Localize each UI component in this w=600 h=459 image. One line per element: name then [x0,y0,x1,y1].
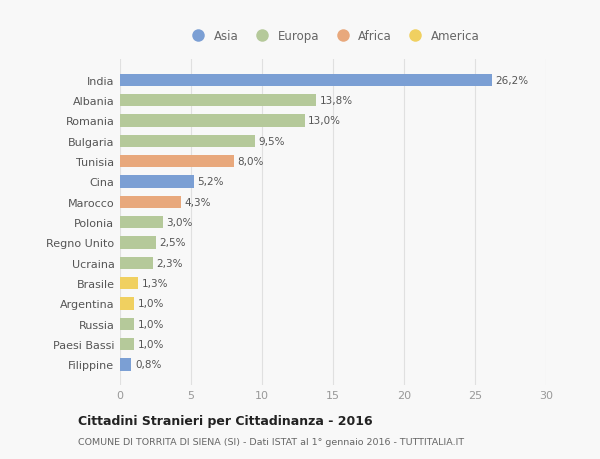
Text: 1,3%: 1,3% [142,279,169,288]
Text: 4,3%: 4,3% [185,197,211,207]
Bar [120,358,131,371]
Bar [120,115,305,127]
Bar [120,318,134,330]
Bar [120,196,181,208]
Bar [120,95,316,107]
Bar [120,257,152,269]
Text: COMUNE DI TORRITA DI SIENA (SI) - Dati ISTAT al 1° gennaio 2016 - TUTTITALIA.IT: COMUNE DI TORRITA DI SIENA (SI) - Dati I… [78,437,464,446]
Text: 1,0%: 1,0% [138,339,164,349]
Text: 0,8%: 0,8% [135,360,161,369]
Bar [120,176,194,188]
Text: 2,5%: 2,5% [159,238,185,248]
Bar [120,217,163,229]
Text: 13,8%: 13,8% [320,96,353,106]
Text: 5,2%: 5,2% [197,177,224,187]
Text: 13,0%: 13,0% [308,116,341,126]
Bar [120,74,492,87]
Bar [120,277,139,290]
Bar [120,338,134,351]
Bar [120,298,134,310]
Text: 1,0%: 1,0% [138,319,164,329]
Text: 26,2%: 26,2% [496,76,529,85]
Text: 2,3%: 2,3% [156,258,183,268]
Text: 3,0%: 3,0% [166,218,193,228]
Text: 8,0%: 8,0% [237,157,263,167]
Bar [120,135,255,147]
Bar [120,156,233,168]
Text: 1,0%: 1,0% [138,299,164,309]
Text: Cittadini Stranieri per Cittadinanza - 2016: Cittadini Stranieri per Cittadinanza - 2… [78,414,373,428]
Text: 9,5%: 9,5% [259,136,285,146]
Bar [120,237,155,249]
Legend: Asia, Europa, Africa, America: Asia, Europa, Africa, America [187,30,479,43]
